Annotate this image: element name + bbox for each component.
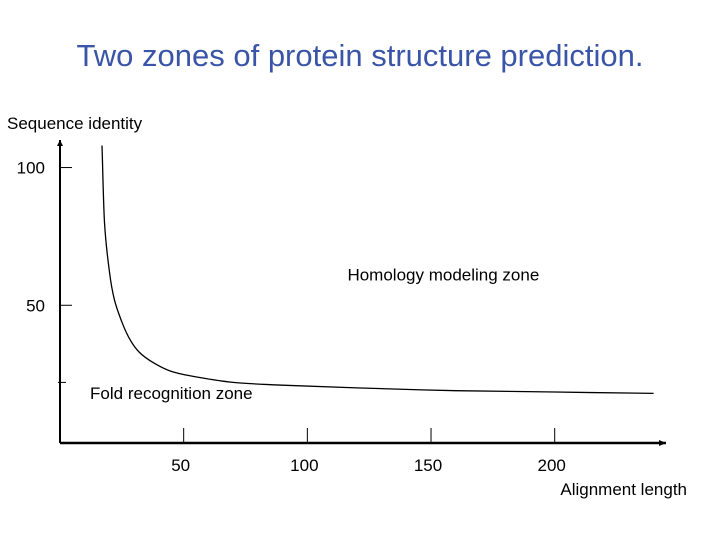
x-axis-arrow: [659, 440, 666, 446]
ticks: 50 100 150 200 100 50: [17, 159, 566, 475]
x-tick-label: 200: [538, 456, 566, 475]
x-axis-label: Alignment length: [560, 480, 687, 499]
curve: [101, 145, 654, 395]
x-tick-label: 150: [414, 456, 442, 475]
y-axis-arrow: [57, 140, 63, 146]
annotations: Homology modeling zone Fold recognition z…: [90, 265, 539, 402]
y-axis-label: Sequence identity: [7, 114, 143, 133]
x-tick-label: 100: [290, 456, 318, 475]
axes: [57, 140, 666, 446]
y-tick-label: 50: [26, 296, 45, 315]
x-tick-label: 50: [171, 456, 190, 475]
fold-zone-label: Fold recognition zone: [90, 384, 253, 403]
homology-zone-label: Homology modeling zone: [347, 265, 539, 284]
page-title: Two zones of protein structure predictio…: [76, 38, 644, 73]
y-tick-label: 100: [17, 159, 45, 178]
boundary-curve: [101, 145, 654, 395]
